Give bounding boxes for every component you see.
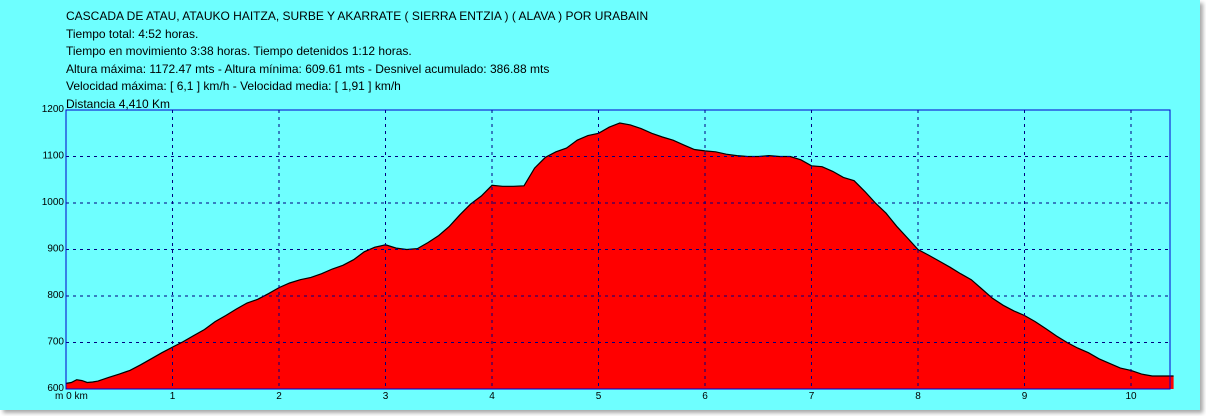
altitude-stats: Altura máxima: 1172.47 mts - Altura míni… <box>66 61 550 76</box>
y-tick-label: 1100 <box>42 151 64 162</box>
y-tick-label: 1000 <box>42 197 65 208</box>
distance: Distancia 4,410 Km <box>66 96 171 111</box>
total-time: Tiempo total: 4:52 horas. <box>66 26 199 41</box>
y-tick-label: 700 <box>47 337 64 348</box>
elevation-line <box>65 122 1174 384</box>
x-tick-label: 10 <box>1125 391 1137 402</box>
x-tick-label: 5 <box>596 391 602 402</box>
moving-time: Tiempo en movimiento 3:38 horas. Tiempo … <box>66 44 412 59</box>
x-tick-label: 8 <box>915 391 921 402</box>
y-tick-label: 600 <box>47 383 64 394</box>
y-tick-label: 900 <box>47 244 64 255</box>
track-title: CASCADA DE ATAU, ATAUKO HAITZA, SURBE Y … <box>66 9 649 23</box>
x-axis-prefix-label: m 0 km <box>55 391 88 402</box>
x-tick-label: 1 <box>170 391 176 402</box>
plot-border <box>65 109 1171 390</box>
y-tick-label: 1200 <box>42 104 65 115</box>
speed-stats: Velocidad máxima: [ 6,1 ] km/h - Velocid… <box>66 79 401 94</box>
x-tick-label: 4 <box>489 391 495 402</box>
x-tick-label: 3 <box>383 391 389 402</box>
x-tick-label: 2 <box>276 391 282 402</box>
x-tick-label: 7 <box>809 391 815 402</box>
x-tick-label: 9 <box>1022 391 1028 402</box>
track-summary: CASCADA DE ATAU, ATAUKO HAITZA, SURBE Y … <box>66 8 648 114</box>
y-tick-label: 800 <box>47 290 64 301</box>
x-tick-label: 6 <box>702 391 708 402</box>
elevation-area <box>66 123 1174 389</box>
